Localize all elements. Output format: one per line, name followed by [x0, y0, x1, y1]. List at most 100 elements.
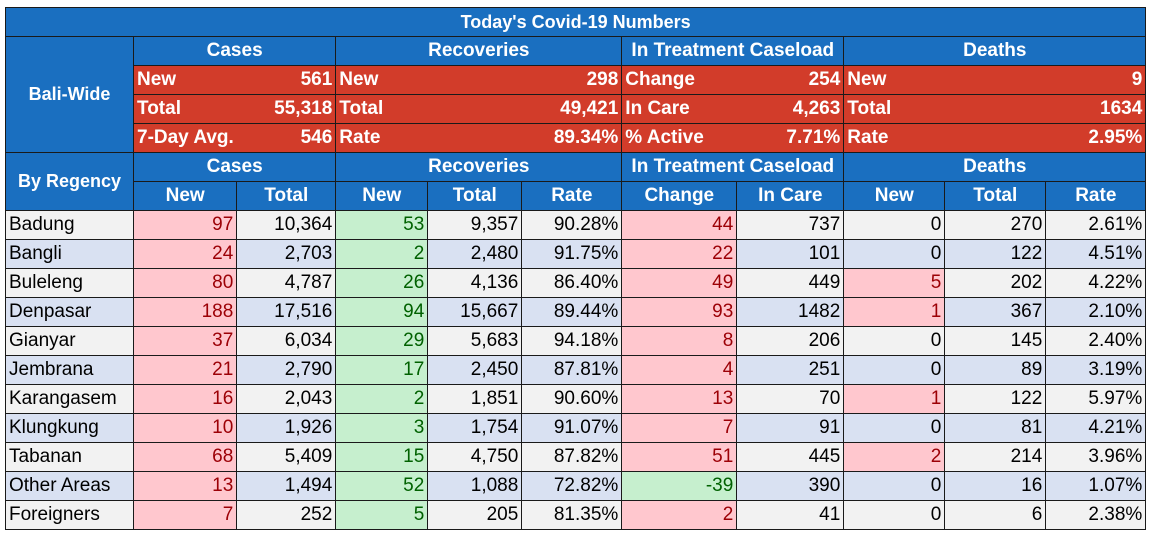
column-header: New [335, 181, 429, 211]
regency-name: Klungkung [5, 413, 134, 443]
table-cell: 0 [843, 500, 946, 530]
table-cell: 0 [843, 239, 946, 269]
table-cell: 2,480 [427, 239, 523, 269]
table-cell: 3.96% [1045, 442, 1147, 472]
table-cell: 16 [132, 384, 238, 414]
table-cell: 251 [736, 355, 845, 385]
table-cell: 68 [132, 442, 238, 472]
summary-label: In Care [621, 94, 737, 124]
table-row: Gianyar 37 6,034 29 5,683 94.18% 8 206 0 145 2.40% [5, 326, 1147, 356]
table-cell: 91.75% [521, 239, 623, 269]
table-cell: 2 [335, 384, 429, 414]
table-cell: 1.07% [1045, 471, 1147, 501]
summary-label: Total [843, 94, 945, 124]
table-cell: 5 [335, 500, 429, 530]
table-cell: 89.44% [521, 297, 623, 327]
column-header: Total [236, 181, 337, 211]
table-cell: 97 [132, 210, 238, 240]
covid-numbers-table: Today's Covid-19 Numbers Bali-Wide Cases… [4, 7, 1147, 530]
by-regency-label: By Regency [5, 152, 134, 211]
table-cell: 9,357 [427, 210, 523, 240]
table-cell: 21 [132, 355, 238, 385]
table-cell: 445 [736, 442, 845, 472]
table-cell: 81 [944, 413, 1047, 443]
table-cell: 81.35% [521, 500, 623, 530]
column-header: Rate [521, 181, 623, 211]
table-cell: 205 [427, 500, 523, 530]
table-cell: 1,926 [236, 413, 337, 443]
summary-value: 2.95% [944, 123, 1147, 153]
table-row: Jembrana 21 2,790 17 2,450 87.81% 4 251 0 89 3.19% [5, 355, 1147, 385]
summary-value: 49,421 [427, 94, 623, 124]
table-cell: 206 [736, 326, 845, 356]
column-header: In Care [736, 181, 845, 211]
table-row: Bangli 24 2,703 2 2,480 91.75% 22 101 0 122 4.51% [5, 239, 1147, 269]
regency-name: Badung [5, 210, 134, 240]
regency-name: Karangasem [5, 384, 134, 414]
table-cell: 2.10% [1045, 297, 1147, 327]
regency-name: Other Areas [5, 471, 134, 501]
column-header: New [843, 181, 946, 211]
table-cell: 214 [944, 442, 1047, 472]
regency-name: Denpasar [5, 297, 134, 327]
table-cell: 1,754 [427, 413, 523, 443]
summary-value: 298 [427, 65, 623, 95]
group-header-recoveries: Recoveries [335, 36, 623, 66]
summary-label: % Active [621, 123, 737, 153]
summary-label: New [132, 65, 237, 95]
table-cell: 4.21% [1045, 413, 1147, 443]
table-cell: 44 [621, 210, 738, 240]
table-cell: 0 [843, 210, 946, 240]
table-cell: 90.60% [521, 384, 623, 414]
summary-label: New [843, 65, 945, 95]
group-header-treatment: In Treatment Caseload [621, 36, 845, 66]
table-cell: -39 [621, 471, 738, 501]
table-cell: 89 [944, 355, 1047, 385]
table-cell: 7 [621, 413, 738, 443]
table-cell: 26 [335, 268, 429, 298]
summary-value: 7.71% [736, 123, 845, 153]
bali-wide-label: Bali-Wide [5, 36, 134, 153]
table-cell: 15 [335, 442, 429, 472]
table-cell: 53 [335, 210, 429, 240]
summary-value: 55,318 [236, 94, 337, 124]
table-cell: 122 [944, 384, 1047, 414]
table-cell: 101 [736, 239, 845, 269]
table-cell: 449 [736, 268, 845, 298]
table-cell: 367 [944, 297, 1047, 327]
table-cell: 202 [944, 268, 1047, 298]
table-cell: 2,043 [236, 384, 337, 414]
column-header: Total [427, 181, 523, 211]
column-header: New [132, 181, 238, 211]
table-cell: 91 [736, 413, 845, 443]
table-cell: 90.28% [521, 210, 623, 240]
table-row: Karangasem 16 2,043 2 1,851 90.60% 13 70 1 122 5.9… [5, 384, 1147, 414]
table-cell: 10,364 [236, 210, 337, 240]
regency-name: Gianyar [5, 326, 134, 356]
table-cell: 24 [132, 239, 238, 269]
table-cell: 3.19% [1045, 355, 1147, 385]
group-header-deaths: Deaths [843, 152, 1147, 182]
table-cell: 6,034 [236, 326, 337, 356]
table-cell: 0 [843, 326, 946, 356]
table-cell: 5.97% [1045, 384, 1147, 414]
table-cell: 8 [621, 326, 738, 356]
table-cell: 29 [335, 326, 429, 356]
table-cell: 22 [621, 239, 738, 269]
summary-label: Total [335, 94, 428, 124]
group-header-recoveries: Recoveries [335, 152, 623, 182]
table-cell: 13 [132, 471, 238, 501]
table-cell: 1,088 [427, 471, 523, 501]
table-cell: 252 [236, 500, 337, 530]
table-cell: 3 [335, 413, 429, 443]
table-cell: 49 [621, 268, 738, 298]
table-cell: 41 [736, 500, 845, 530]
summary-value: 9 [944, 65, 1147, 95]
table-cell: 94 [335, 297, 429, 327]
summary-label: Rate [843, 123, 945, 153]
table-cell: 4.22% [1045, 268, 1147, 298]
table-cell: 2 [621, 500, 738, 530]
table-cell: 7 [132, 500, 238, 530]
table-row: Denpasar 188 17,516 94 15,667 89.44% 93 1482 1 36… [5, 297, 1147, 327]
table-row: Foreigners 7 252 5 205 81.35% 2 41 0 6 2.38% [5, 500, 1147, 530]
